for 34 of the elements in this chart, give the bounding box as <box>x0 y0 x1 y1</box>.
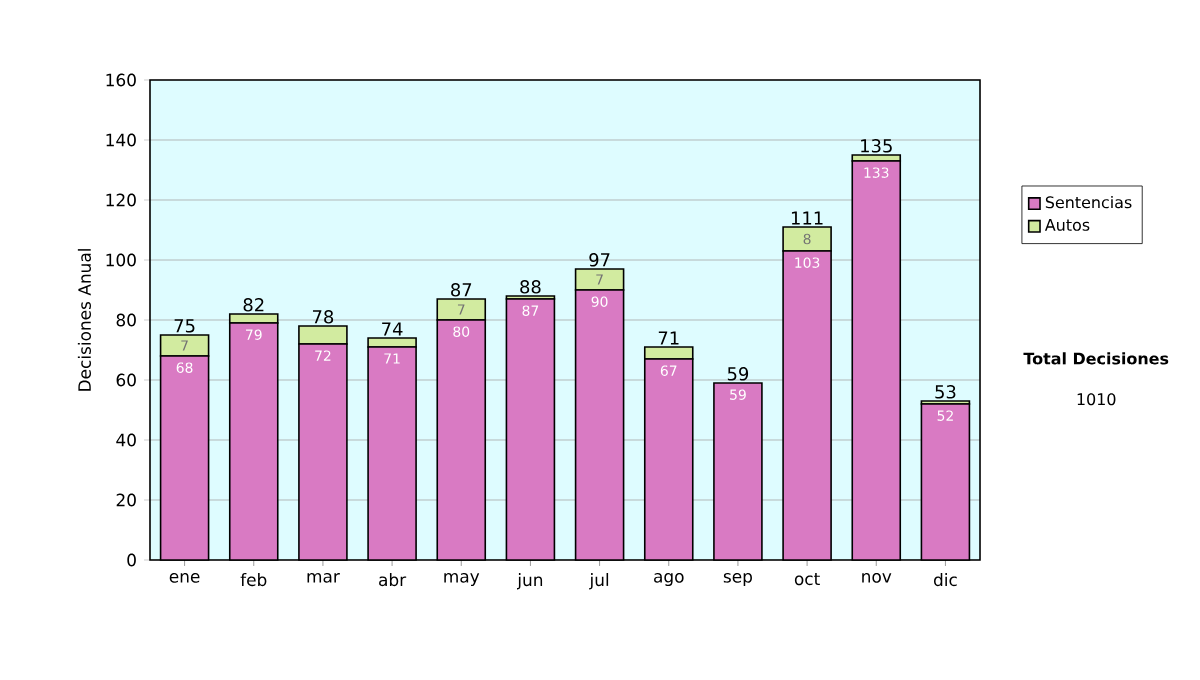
x-tick-label: dic <box>933 573 957 587</box>
x-tick-label: nov <box>862 573 892 583</box>
y-tick-label: 80 <box>116 313 136 327</box>
x-tick-label: may <box>444 573 480 587</box>
x-tick-label: jun <box>517 573 543 590</box>
y-tick-label: 40 <box>116 433 136 447</box>
x-tick-label: jul <box>589 573 609 590</box>
total-label: 78 <box>312 310 334 324</box>
total-label: 87 <box>451 283 472 297</box>
y-axis-title: Decisiones Anual <box>77 249 91 391</box>
y-tick-label: 20 <box>116 493 136 507</box>
total-label: 71 <box>658 331 679 345</box>
y-tick-label: 160 <box>106 73 136 87</box>
total-label: 88 <box>520 280 541 294</box>
x-tick-label: feb <box>240 573 267 587</box>
total-label: 59 <box>727 367 749 381</box>
total-label: 135 <box>861 139 892 153</box>
total-label: 74 <box>382 322 403 336</box>
x-tick-label: mar <box>307 573 340 583</box>
total-label: 75 <box>174 319 195 333</box>
x-tick-label: ago <box>654 573 684 587</box>
y-tick-label: 0 <box>127 553 136 567</box>
y-tick-label: 140 <box>106 133 136 147</box>
y-tick-label: 100 <box>106 253 136 267</box>
x-tick-label: oct <box>794 573 820 586</box>
total-label: 111 <box>791 211 823 225</box>
total-label: 53 <box>935 385 956 399</box>
x-tick-label: sep <box>723 573 752 587</box>
y-tick-label: 120 <box>106 193 136 207</box>
x-tick-label: ene <box>169 573 200 583</box>
y-tick-label: 60 <box>116 373 136 387</box>
x-tick-label: abr <box>379 573 407 587</box>
total-label: 97 <box>589 253 610 267</box>
total-label: 82 <box>243 298 264 312</box>
